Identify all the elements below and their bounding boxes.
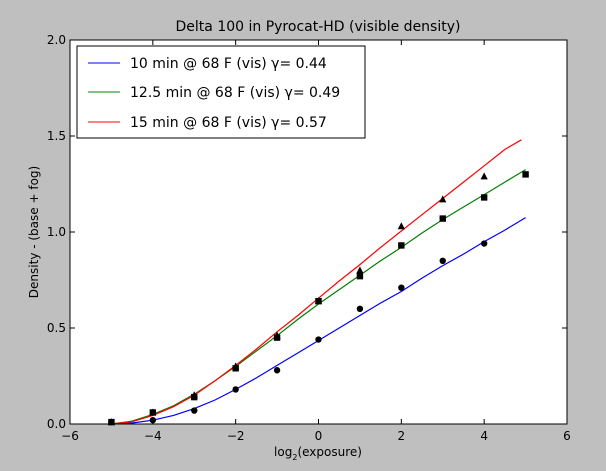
y-tick-label: 1.0: [47, 225, 66, 239]
data-point-series-0: [356, 305, 364, 312]
data-point-series-2: [439, 195, 447, 203]
x-tick-label: 6: [563, 429, 571, 443]
x-axis-label-subscript: 2: [292, 453, 297, 462]
legend-label-15min: 15 min @ 68 F (vis) γ= 0.57: [130, 115, 327, 131]
data-point-series-2: [149, 408, 157, 416]
y-axis-label: Density - (base + fog): [27, 166, 41, 298]
data-point-series-2: [232, 362, 240, 370]
y-tick-label: 1.5: [47, 129, 66, 143]
data-point-series-1: [522, 171, 529, 178]
data-point-series-2: [273, 331, 281, 339]
legend-label-10min: 10 min @ 68 F (vis) γ= 0.44: [130, 56, 327, 72]
data-point-series-0: [439, 257, 446, 264]
data-point-series-2: [190, 391, 198, 399]
plot-frame: [69, 39, 568, 425]
x-tick-label: 4: [480, 429, 488, 443]
legend-box: [76, 45, 366, 139]
x-tick-label: −2: [227, 429, 245, 443]
data-point-series-1: [356, 272, 364, 280]
data-point-series-1: [480, 194, 488, 201]
x-tick-label: −6: [61, 429, 79, 443]
data-markers: [107, 171, 529, 426]
data-point-series-0: [191, 407, 198, 414]
data-point-series-2: [314, 297, 323, 305]
y-tick-label: 0.5: [47, 321, 66, 335]
x-axis-label-log: log: [274, 445, 292, 459]
data-point-series-0: [149, 416, 157, 424]
x-tick-label: 0: [315, 429, 323, 443]
y-tick-label: 2.0: [47, 33, 66, 47]
data-point-series-2: [480, 172, 488, 180]
tick-labels: −6 −4 −2 0 2 4 6 0.0 0.5 1.0 1.5 2.0: [47, 33, 571, 443]
x-axis-label-rest: (exposure): [297, 445, 362, 459]
x-tick-label: −4: [144, 429, 162, 443]
data-point-series-0: [273, 367, 281, 374]
data-point-series-0: [232, 386, 239, 393]
data-point-series-2: [356, 266, 364, 274]
chart-title: Delta 100 in Pyrocat-HD (visible density…: [176, 19, 461, 35]
data-point-series-1: [439, 215, 446, 222]
legend: 10 min @ 68 F (vis) γ= 0.44 12.5 min @ 6…: [76, 45, 366, 139]
x-tick-label: 2: [398, 429, 406, 443]
y-tick-label: 0.0: [47, 417, 66, 431]
data-point-series-0: [480, 240, 488, 247]
data-point-series-2: [107, 418, 116, 426]
legend-label-12-5min: 12.5 min @ 68 F (vis) γ= 0.49: [130, 85, 340, 101]
data-point-series-2: [397, 222, 405, 230]
x-axis-label: log2(exposure): [274, 445, 362, 462]
data-point-series-0: [315, 336, 322, 343]
data-point-series-1: [398, 242, 405, 249]
data-point-series-0: [398, 284, 405, 291]
